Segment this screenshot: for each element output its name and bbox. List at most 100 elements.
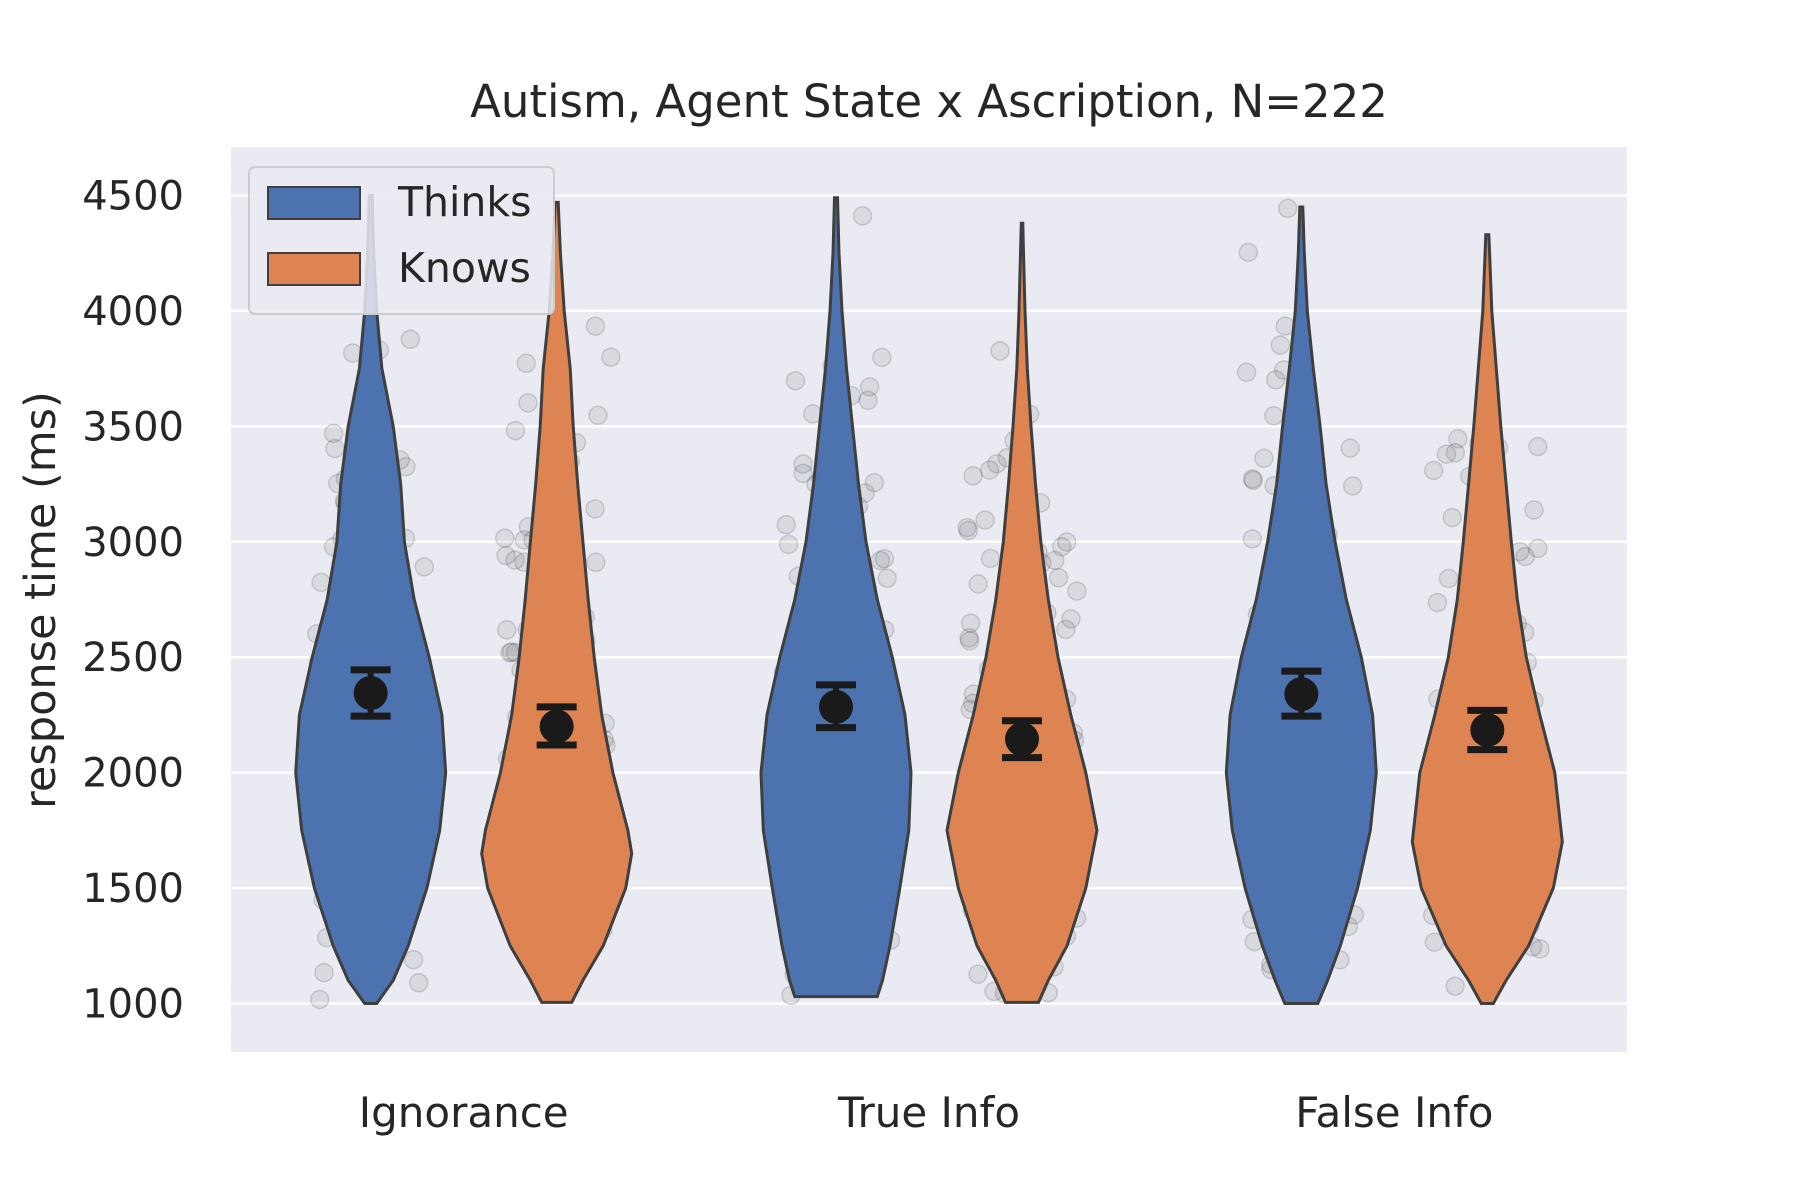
data-point bbox=[1275, 316, 1295, 336]
mean-marker bbox=[1005, 722, 1039, 757]
data-point bbox=[785, 371, 806, 391]
data-point bbox=[1238, 242, 1259, 263]
data-point bbox=[1236, 362, 1257, 383]
data-point bbox=[968, 574, 988, 594]
data-point bbox=[403, 949, 424, 970]
error-bars bbox=[350, 666, 1508, 762]
data-point bbox=[309, 989, 330, 1010]
data-point bbox=[505, 420, 526, 441]
violin-thinks-true-info bbox=[759, 196, 913, 999]
data-point bbox=[979, 460, 1000, 480]
data-point bbox=[957, 517, 977, 538]
data-point bbox=[1277, 198, 1298, 219]
violins bbox=[294, 194, 1564, 1005]
data-point bbox=[959, 631, 980, 651]
data-point bbox=[518, 393, 538, 413]
y-tick-labels: 1000 1500 2000 2500 3000 3500 4000 4500 bbox=[82, 173, 184, 1027]
data-point bbox=[960, 613, 981, 633]
x-tick-label: False Info bbox=[1295, 1088, 1493, 1137]
data-point bbox=[496, 545, 516, 566]
data-point bbox=[1242, 469, 1263, 489]
data-point bbox=[1340, 438, 1360, 458]
violin-thinks-false-info bbox=[1224, 205, 1378, 1005]
data-point bbox=[852, 206, 873, 226]
data-point bbox=[864, 472, 885, 493]
data-point bbox=[1436, 444, 1457, 464]
data-point bbox=[959, 628, 979, 648]
data-point bbox=[1445, 443, 1466, 463]
data-point bbox=[1067, 581, 1087, 601]
data-point bbox=[1270, 335, 1291, 355]
mean-marker bbox=[1284, 677, 1319, 712]
data-point bbox=[859, 377, 880, 397]
data-point bbox=[975, 510, 995, 530]
data-point bbox=[877, 568, 897, 589]
data-point bbox=[1524, 500, 1544, 520]
mean-marker bbox=[353, 676, 388, 711]
data-point bbox=[778, 534, 799, 555]
data-point bbox=[585, 499, 605, 519]
data-point bbox=[874, 549, 895, 569]
y-tick-label: 2000 bbox=[82, 751, 184, 797]
legend-label-knows: Knows bbox=[398, 244, 531, 292]
y-tick-label: 3500 bbox=[82, 404, 184, 450]
data-point bbox=[1448, 429, 1468, 449]
data-point bbox=[1528, 436, 1548, 457]
data-point bbox=[585, 316, 606, 336]
mean-marker bbox=[539, 709, 574, 744]
data-point bbox=[958, 520, 979, 541]
data-point bbox=[1427, 592, 1448, 613]
data-point bbox=[793, 454, 813, 474]
data-point bbox=[980, 548, 1001, 569]
data-point bbox=[400, 329, 421, 350]
data-point bbox=[1061, 609, 1081, 629]
data-point bbox=[516, 353, 536, 374]
data-point bbox=[408, 973, 429, 993]
data-point bbox=[505, 550, 525, 570]
y-tick-label: 4000 bbox=[82, 289, 184, 335]
data-point bbox=[494, 528, 515, 548]
x-tick-label: True Info bbox=[837, 1088, 1020, 1137]
data-point bbox=[325, 438, 345, 459]
y-tick-label: 4500 bbox=[82, 173, 184, 219]
data-point bbox=[1254, 448, 1274, 469]
mean-marker bbox=[819, 689, 853, 724]
violin-knows-ignorance bbox=[480, 200, 634, 1004]
data-point bbox=[1264, 406, 1284, 426]
data-point bbox=[1057, 532, 1077, 552]
data-point bbox=[1423, 460, 1444, 481]
mean-marker bbox=[1470, 712, 1505, 747]
data-point bbox=[1242, 529, 1263, 549]
data-point bbox=[987, 453, 1007, 474]
legend-swatch-thinks bbox=[267, 186, 361, 220]
data-point bbox=[586, 552, 606, 573]
legend-swatch-knows bbox=[267, 252, 361, 286]
data-point bbox=[1515, 546, 1535, 567]
data-point bbox=[1445, 976, 1465, 996]
data-point bbox=[870, 550, 891, 571]
data-point bbox=[872, 347, 892, 368]
y-axis-label: response time (ms) bbox=[16, 391, 66, 809]
y-tick-label: 3000 bbox=[82, 520, 184, 566]
chart-title: Autism, Agent State x Ascription, N=222 bbox=[470, 75, 1388, 128]
x-tick-labels: Ignorance True Info False Info bbox=[359, 1088, 1494, 1137]
data-point bbox=[968, 964, 988, 984]
y-tick-label: 1000 bbox=[82, 982, 184, 1028]
legend: Thinks Knows bbox=[248, 166, 555, 315]
data-point bbox=[990, 341, 1010, 361]
legend-label-thinks: Thinks bbox=[397, 178, 532, 226]
data-point bbox=[1438, 568, 1459, 589]
violin-knows-false-info bbox=[1410, 233, 1564, 1005]
data-point bbox=[963, 466, 983, 486]
data-point bbox=[311, 572, 331, 593]
y-tick-label: 1500 bbox=[82, 866, 184, 912]
data-point bbox=[1056, 619, 1076, 640]
data-point bbox=[1266, 370, 1286, 390]
violin-knows-true-info bbox=[945, 221, 1099, 1004]
data-point bbox=[858, 390, 878, 411]
data-point bbox=[1048, 568, 1069, 588]
data-point bbox=[601, 347, 621, 367]
data-point bbox=[314, 962, 334, 983]
